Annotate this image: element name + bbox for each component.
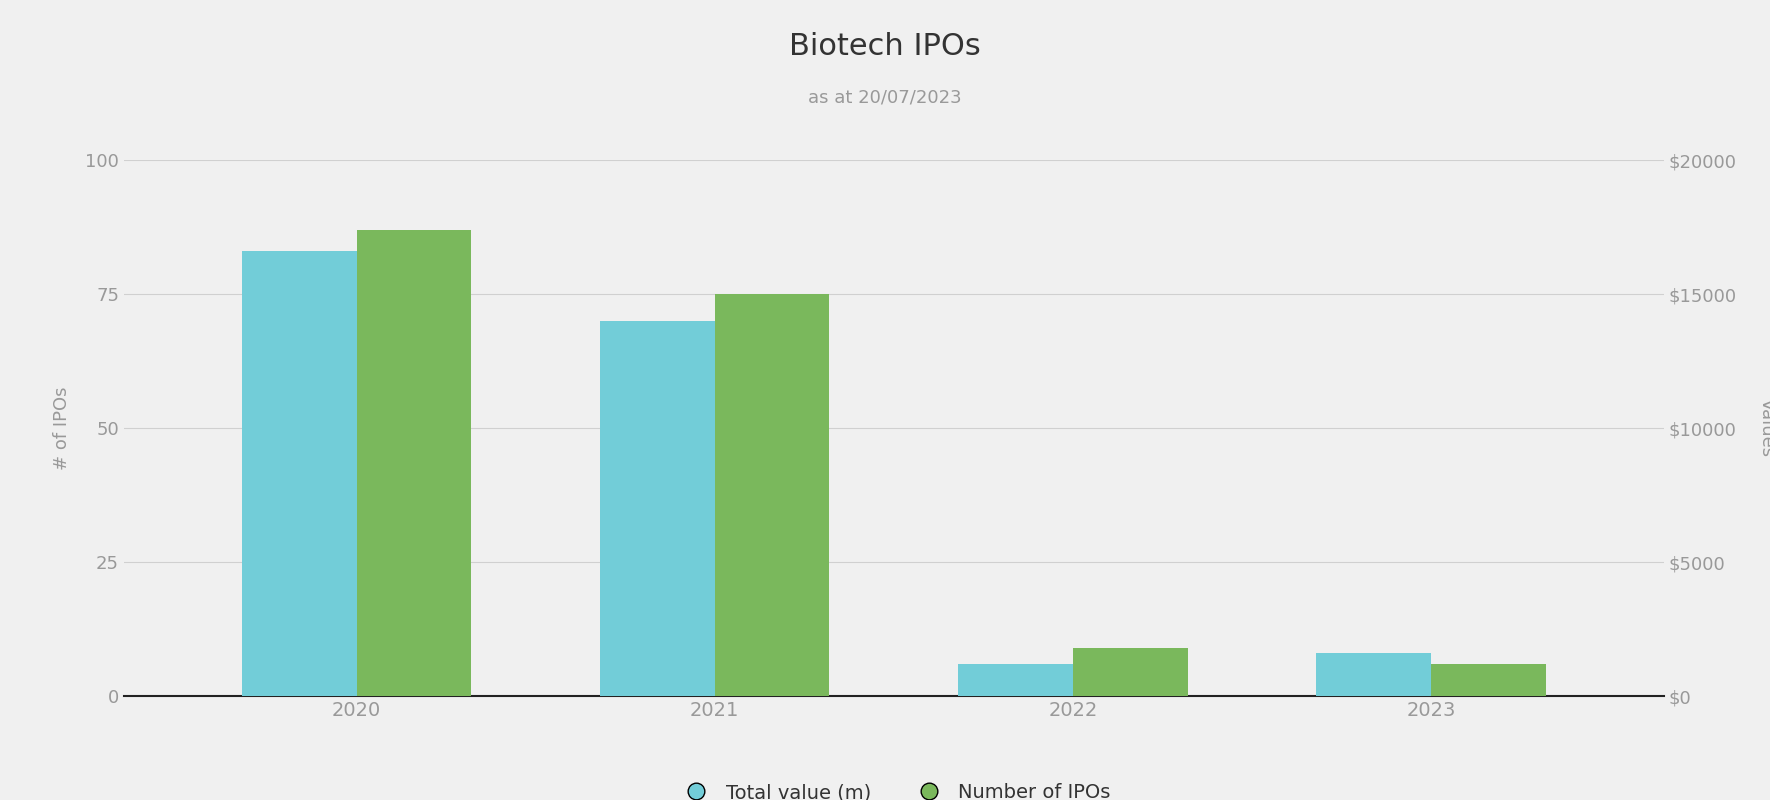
Text: as at 20/07/2023: as at 20/07/2023 bbox=[809, 88, 961, 106]
Bar bbox=[715, 294, 830, 696]
Bar bbox=[242, 251, 358, 696]
Bar bbox=[358, 230, 471, 696]
Bar bbox=[1073, 648, 1188, 696]
Text: Biotech IPOs: Biotech IPOs bbox=[789, 32, 981, 61]
Y-axis label: # of IPOs: # of IPOs bbox=[53, 386, 71, 470]
Bar bbox=[958, 664, 1073, 696]
Legend: Total value (m), Number of IPOs: Total value (m), Number of IPOs bbox=[669, 775, 1119, 800]
Y-axis label: Values: Values bbox=[1758, 398, 1770, 458]
Bar bbox=[600, 321, 715, 696]
Bar bbox=[1430, 664, 1545, 696]
Bar bbox=[1317, 653, 1430, 696]
